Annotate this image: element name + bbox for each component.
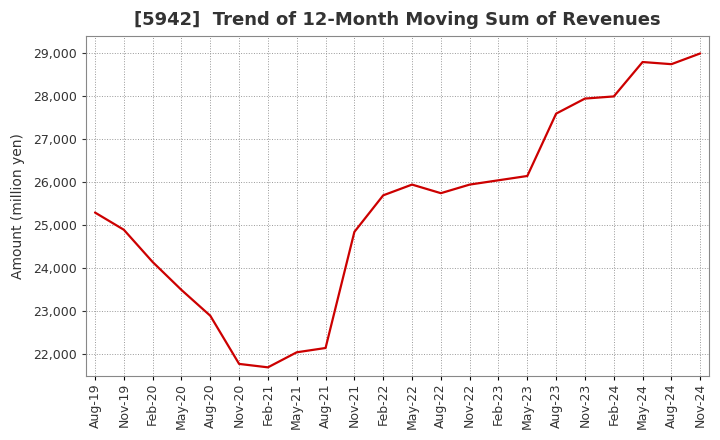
Y-axis label: Amount (million yen): Amount (million yen) [11,133,25,279]
Title: [5942]  Trend of 12-Month Moving Sum of Revenues: [5942] Trend of 12-Month Moving Sum of R… [135,11,661,29]
